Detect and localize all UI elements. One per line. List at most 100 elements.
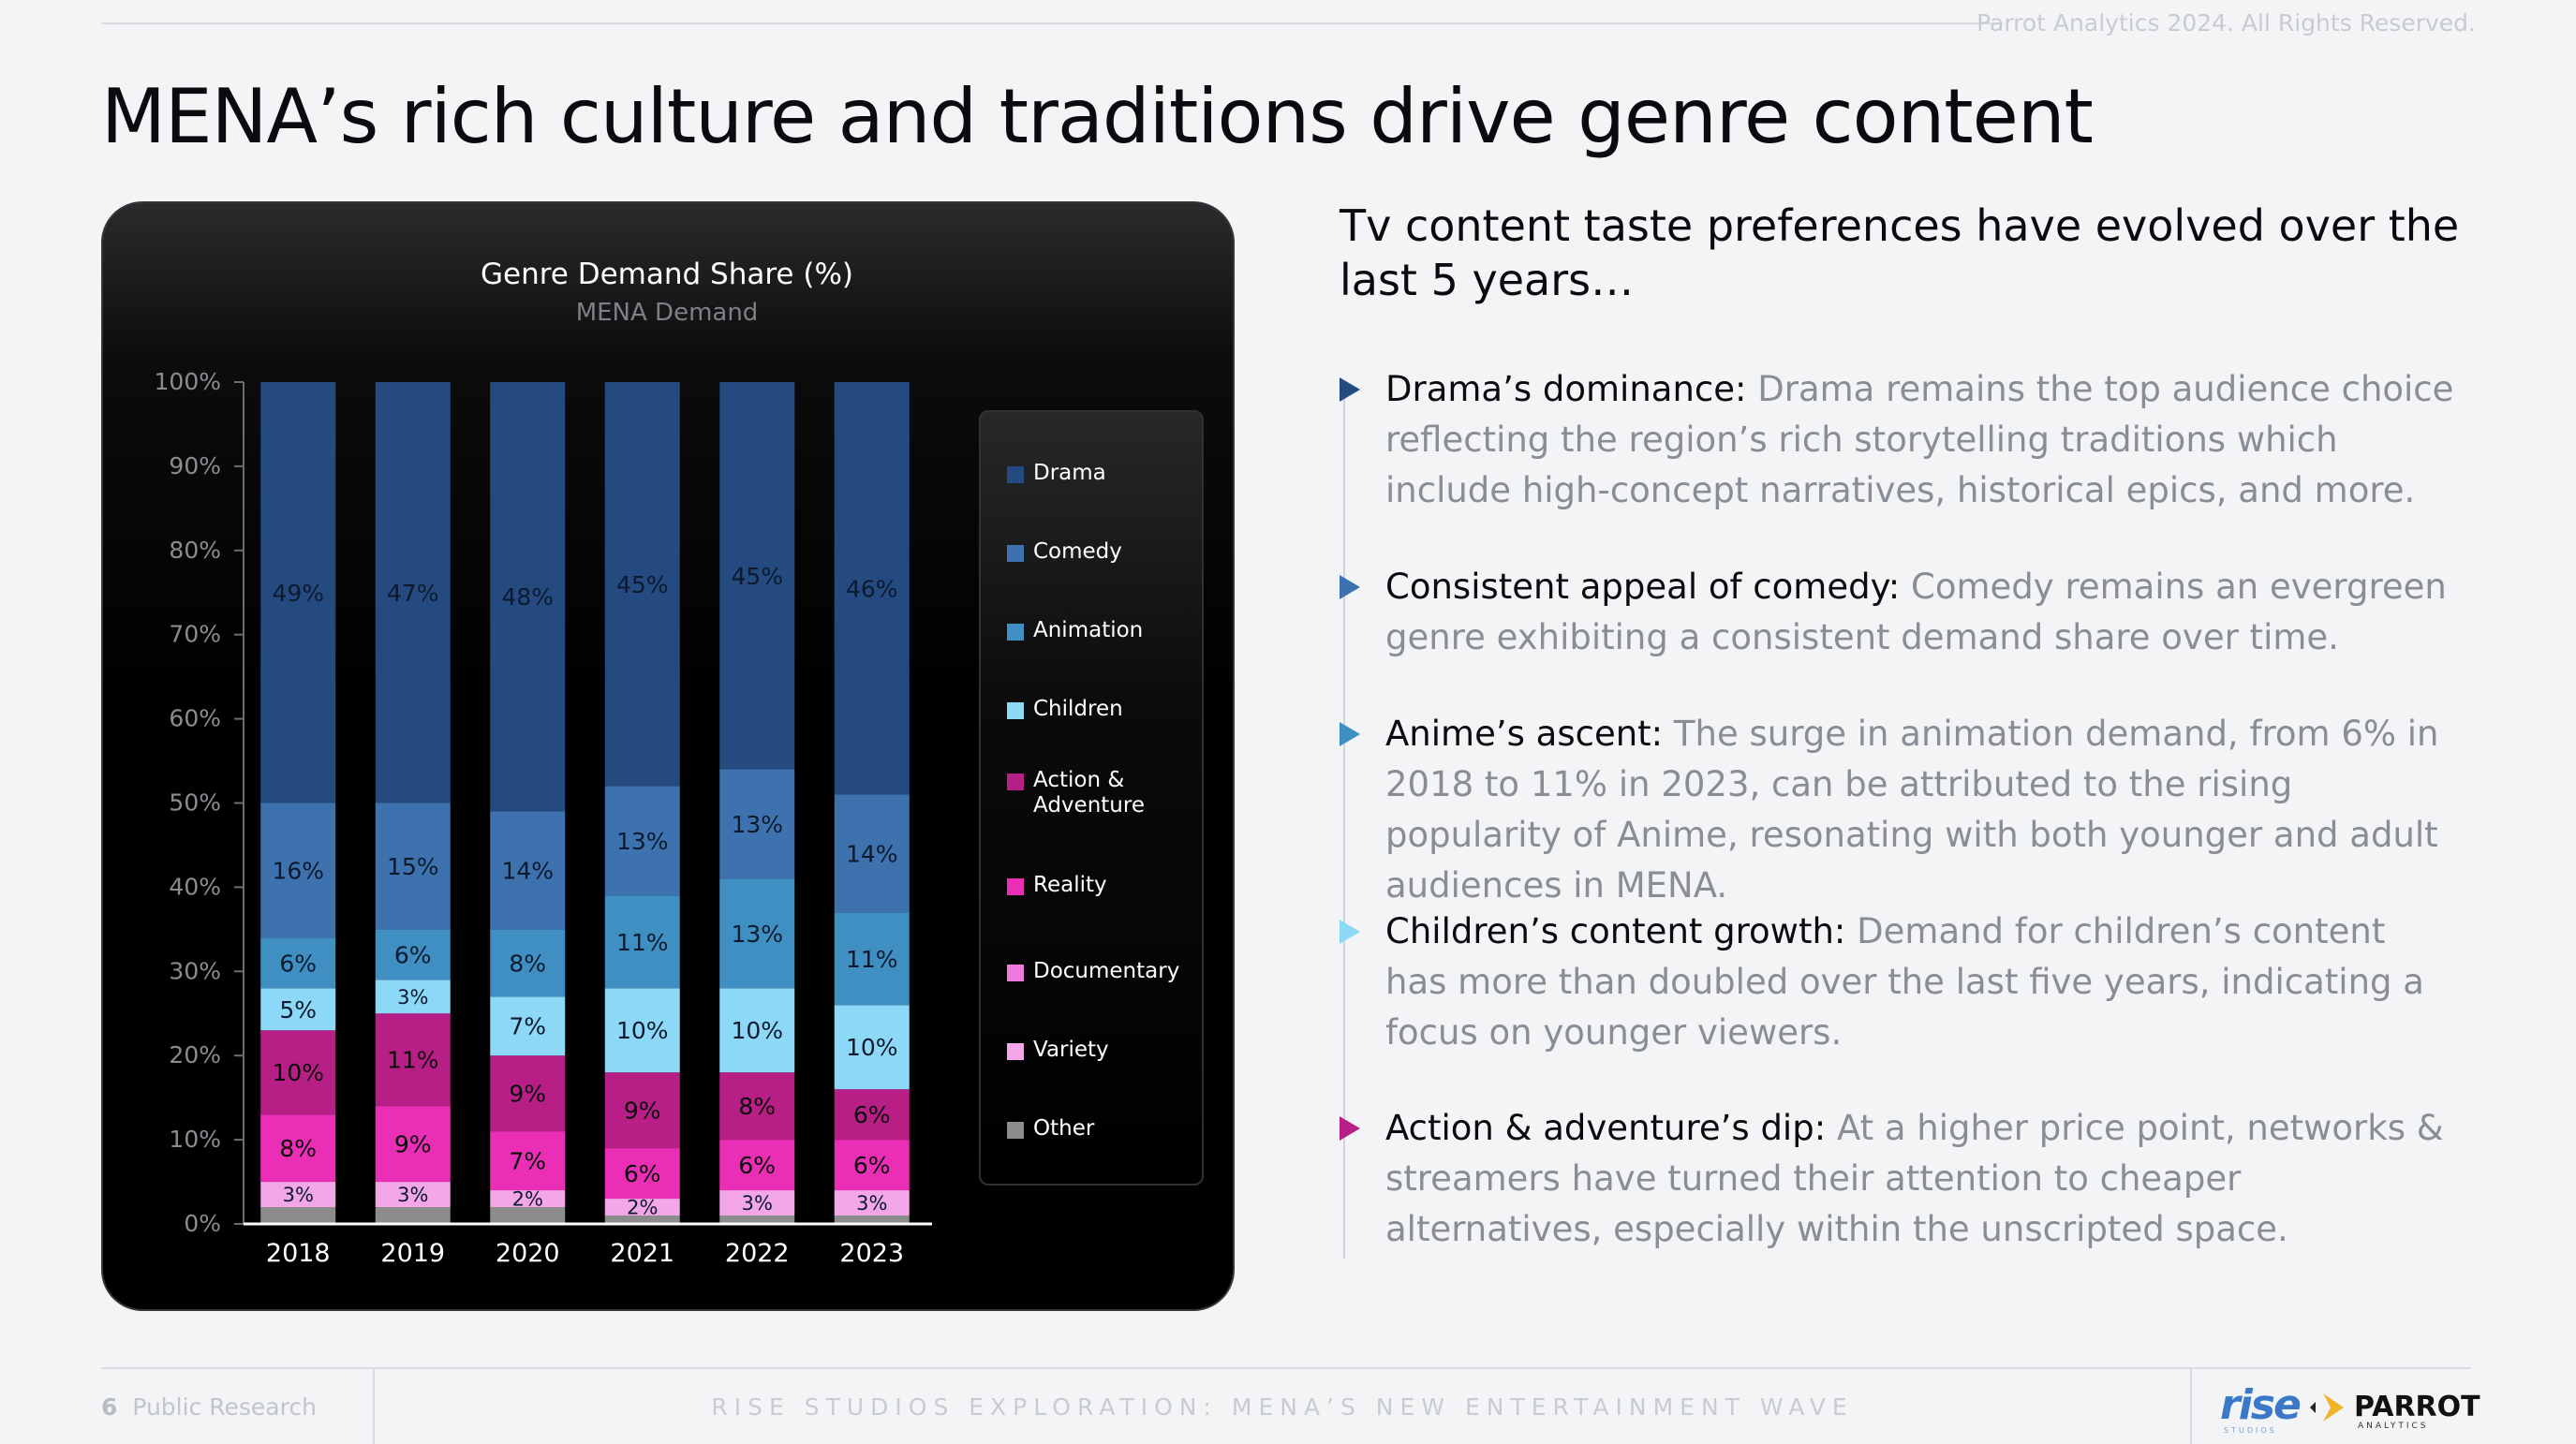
data-label: 6%: [624, 1160, 661, 1187]
bar-segment: [375, 382, 451, 803]
bar-segment: [260, 1182, 336, 1208]
x-tick-label: 2021: [610, 1239, 674, 1268]
copyright-notice: Parrot Analytics 2024. All Rights Reserv…: [1976, 9, 2476, 37]
triangle-bullet-icon: [1340, 920, 1360, 944]
data-label: 13%: [731, 811, 783, 838]
data-label: 15%: [387, 853, 439, 880]
legend-label: Drama: [1033, 461, 1106, 485]
data-label: 47%: [387, 580, 439, 607]
bar-segment: [260, 382, 336, 803]
bar-segment: [719, 1216, 795, 1224]
bar-segment: [260, 1207, 336, 1224]
insights-subheading: Tv content taste preferences have evolve…: [1340, 200, 2460, 305]
data-label: 48%: [501, 583, 554, 611]
triangle-bullet-icon: [1340, 377, 1360, 402]
rise-studios-logo-sub: STUDIOS: [2224, 1426, 2277, 1435]
bar-segment: [604, 382, 680, 787]
triangle-bullet-icon: [1340, 1116, 1360, 1141]
legend-swatch: [1007, 965, 1024, 981]
data-label: 8%: [738, 1093, 776, 1120]
bar-segment: [604, 1199, 680, 1216]
legend-label: Variety: [1033, 1038, 1109, 1062]
data-label: 5%: [279, 996, 317, 1024]
bullet-heading: Children’s content growth:: [1385, 911, 1846, 951]
page-label: Public Research: [132, 1393, 317, 1421]
bar-segment: [490, 996, 566, 1056]
parrot-analytics-logo: PARROT: [2354, 1391, 2480, 1423]
legend-label: Documentary: [1033, 959, 1180, 983]
footer-separator: [2190, 1369, 2192, 1444]
bullet-action-adventure: Action & adventure’s dip: At a higher pr…: [1340, 1103, 2454, 1255]
data-label: 49%: [272, 580, 324, 607]
bullet-heading: Consistent appeal of comedy:: [1385, 567, 1901, 607]
bar-segment: [375, 929, 451, 980]
bar-segment: [375, 1013, 451, 1107]
bar-segment: [375, 1182, 451, 1208]
bar-segment: [719, 1072, 795, 1141]
x-tick-label: 2022: [725, 1239, 790, 1268]
data-label: 45%: [731, 563, 783, 590]
bar-segment: [834, 1140, 910, 1191]
bar-segment: [834, 1216, 910, 1224]
data-label: 6%: [394, 941, 432, 968]
y-tick-label: 80%: [169, 537, 221, 564]
y-tick-label: 100%: [155, 368, 221, 395]
legend-swatch: [1007, 1043, 1024, 1060]
data-label: 7%: [509, 1013, 546, 1040]
bar-segment: [260, 803, 336, 938]
bar-segment: [604, 1072, 680, 1149]
bar-segment: [834, 1005, 910, 1090]
legend-swatch: [1007, 1122, 1024, 1139]
bar-segment: [719, 769, 795, 879]
page-number: 6 Public Research: [101, 1393, 317, 1421]
data-label: 46%: [846, 575, 898, 602]
data-label: 3%: [856, 1192, 887, 1215]
bar-segment: [604, 786, 680, 896]
chart-title: Genre Demand Share (%): [481, 258, 853, 291]
bar-segment: [719, 382, 795, 770]
legend-swatch: [1007, 702, 1024, 719]
legend-label: Children: [1033, 697, 1123, 721]
x-tick-label: 2018: [266, 1239, 331, 1268]
x-tick-label: 2023: [839, 1239, 904, 1268]
data-label: 10%: [272, 1059, 324, 1086]
data-label: 3%: [397, 986, 428, 1009]
bar-segment: [490, 1131, 566, 1191]
bar-segment: [719, 878, 795, 989]
y-tick-label: 10%: [169, 1126, 221, 1153]
legend-swatch: [1007, 624, 1024, 641]
data-label: 16%: [272, 857, 324, 884]
bar-segment: [375, 1207, 451, 1224]
footer-divider: [101, 1367, 2471, 1369]
bar-segment: [604, 1216, 680, 1224]
chart-panel: Genre Demand Share (%) MENA Demand 0% 10% 20…: [101, 201, 1235, 1311]
bar-segment: [260, 937, 336, 989]
y-tick-label: 60%: [169, 705, 221, 732]
y-tick-label: 70%: [169, 621, 221, 648]
data-label: 2%: [627, 1197, 658, 1219]
legend-label: Other: [1033, 1116, 1095, 1141]
footer-separator: [373, 1369, 375, 1444]
data-label: 10%: [616, 1017, 669, 1044]
legend-swatch: [1007, 878, 1024, 895]
data-label: 3%: [283, 1184, 314, 1206]
bar-segment: [604, 988, 680, 1073]
legend-label: Action & Adventure: [1033, 768, 1145, 818]
data-label: 2%: [512, 1188, 543, 1211]
data-label: 3%: [397, 1184, 428, 1206]
bar-segment: [490, 1190, 566, 1208]
legend-swatch: [1007, 774, 1024, 790]
y-tick-label: 50%: [169, 789, 221, 817]
data-label: 9%: [394, 1131, 432, 1158]
bar-segment: [375, 980, 451, 1014]
data-label: 13%: [731, 921, 783, 948]
bullet-drama: Drama’s dominance: Drama remains the top…: [1340, 364, 2454, 516]
bar-segment: [490, 382, 566, 812]
bar-segment: [490, 1055, 566, 1132]
data-label: 10%: [731, 1017, 783, 1044]
data-label: 10%: [846, 1034, 898, 1061]
bullet-comedy: Consistent appeal of comedy: Comedy rema…: [1340, 562, 2454, 663]
bullet-body: Comedy remains an evergreen genre exhibi…: [1385, 567, 2447, 657]
data-label: 11%: [846, 946, 898, 973]
bar-segment: [260, 1030, 336, 1115]
